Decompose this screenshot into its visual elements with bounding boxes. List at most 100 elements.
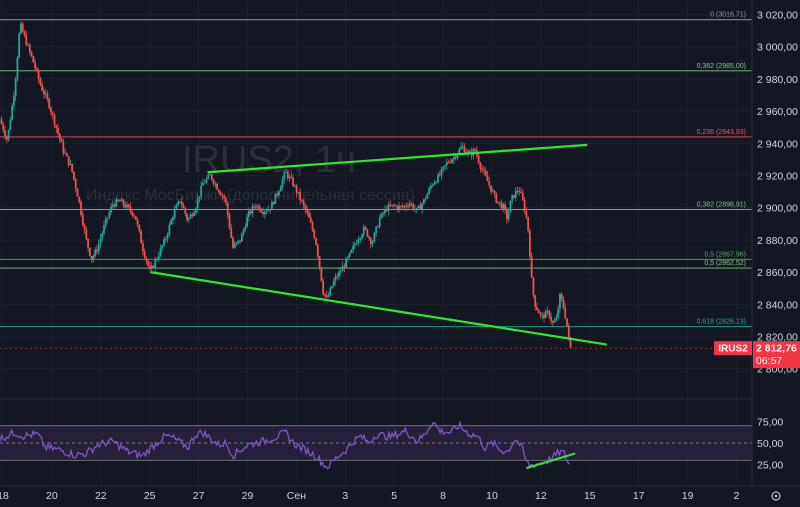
candle-body: [62, 142, 65, 153]
price-axis[interactable]: [752, 0, 800, 486]
fib-level-label: 0,382 (2985,00): [697, 63, 746, 70]
price-badge-symbol-bg: [714, 341, 752, 356]
candle-body: [422, 199, 425, 204]
candle-body: [92, 256, 95, 261]
candle-body: [332, 280, 335, 287]
candle-body: [463, 146, 466, 152]
gear-icon[interactable]: [771, 491, 781, 501]
candle-body: [453, 156, 455, 160]
candle-body: [346, 256, 349, 259]
candle-body: [513, 195, 515, 198]
candle-body: [97, 244, 100, 252]
candle-body: [520, 191, 522, 193]
candle-body: [53, 114, 56, 126]
price-tick-label: 2 980,00: [757, 74, 798, 86]
candle-body: [569, 337, 572, 348]
candle-body: [157, 255, 160, 259]
candle-body: [504, 204, 507, 210]
candle-body: [251, 206, 254, 214]
candle-body: [69, 163, 72, 165]
candle-body: [207, 174, 210, 179]
candle-body: [226, 202, 229, 216]
candle-body: [327, 295, 330, 297]
candle-body: [329, 288, 332, 296]
candle-body: [458, 149, 461, 155]
candle-body: [449, 162, 452, 164]
candle-body: [203, 182, 206, 184]
candle-body: [528, 230, 531, 257]
candle-body: [461, 146, 464, 148]
candle-body: [532, 277, 535, 296]
candle-body: [9, 119, 12, 130]
candle-body: [225, 198, 227, 203]
candle-body: [198, 196, 201, 199]
candle-body: [350, 249, 353, 253]
rsi-line[interactable]: [0, 420, 570, 470]
candle-body: [14, 79, 17, 97]
candle-body: [375, 226, 378, 233]
candle-body: [25, 35, 28, 46]
rsi-tick-label: 25,00: [757, 460, 783, 472]
price-badge[interactable]: IRUS2 2 812,76 06:57: [714, 341, 800, 369]
candle-body: [421, 203, 423, 210]
candle-body: [256, 205, 259, 208]
candle-body: [51, 112, 54, 115]
time-axis[interactable]: [0, 486, 752, 507]
candle-body: [477, 155, 480, 163]
candle-body: [274, 193, 277, 204]
price-tick-label: 2 860,00: [757, 267, 798, 279]
candle-body: [65, 153, 68, 157]
candle-body: [295, 185, 298, 193]
candle-body: [465, 151, 468, 153]
candle-body: [290, 176, 293, 178]
candle-body: [43, 90, 45, 95]
candle-body: [249, 211, 252, 214]
price-tick-label: 3 000,00: [757, 42, 798, 54]
candle-body: [55, 125, 58, 129]
watermark: IRUS2, 1ч Индекс МосБиржи (дополнительна…: [86, 139, 415, 204]
rsi-trendline[interactable]: [526, 452, 576, 470]
candle-body: [368, 236, 370, 239]
candle-body: [460, 147, 462, 150]
candle-body: [210, 174, 213, 180]
candle-body: [131, 211, 134, 216]
candles[interactable]: [0, 21, 572, 349]
fib-level-label: 0,5 (2862,52): [704, 260, 746, 267]
candle-body: [566, 318, 568, 326]
fib-level-label: 0 (3016,71): [710, 12, 746, 19]
candle-body: [516, 190, 519, 192]
candle-body: [488, 181, 491, 186]
candle-body: [444, 165, 446, 167]
time-tick-label: 27: [193, 490, 205, 502]
candle-body: [551, 321, 554, 323]
candle-body: [440, 169, 443, 176]
candle-body: [338, 271, 340, 277]
trendline-lower[interactable]: [150, 271, 608, 346]
candle-body: [302, 200, 305, 206]
time-tick-label: 19: [682, 490, 694, 502]
candle-body: [177, 201, 180, 206]
candle-body: [99, 238, 102, 245]
candle-body: [408, 203, 411, 207]
candle-body: [140, 231, 143, 244]
trendline-upper[interactable]: [207, 143, 588, 174]
candle-body: [223, 195, 226, 199]
candle-body: [179, 201, 181, 203]
price-badge-bg: [753, 341, 800, 369]
candle-body: [285, 171, 287, 173]
candle-body: [12, 96, 15, 106]
candle-body: [193, 212, 196, 216]
candle-body: [331, 286, 333, 289]
candle-body: [32, 56, 35, 63]
candle-body: [87, 238, 89, 248]
candle-body: [119, 200, 121, 202]
candle-body: [212, 179, 215, 184]
candle-body: [514, 190, 517, 198]
candle-body: [414, 208, 416, 210]
candle-body: [553, 320, 556, 323]
candle-body: [521, 192, 524, 201]
trendlines[interactable]: [150, 143, 608, 346]
candle-body: [219, 192, 222, 196]
candle-body: [537, 309, 540, 314]
